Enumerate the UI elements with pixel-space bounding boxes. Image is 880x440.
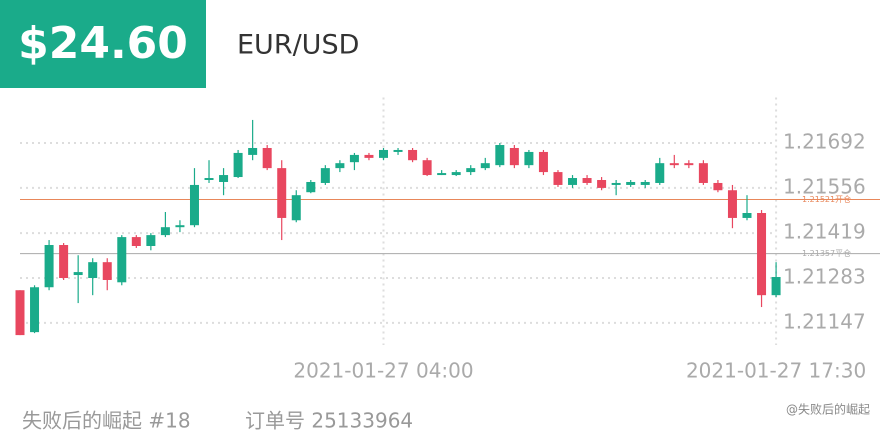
candle-body — [189, 184, 199, 226]
candle-body — [684, 163, 694, 166]
candle-body — [408, 149, 418, 161]
candle-body — [422, 160, 432, 176]
candle-body — [757, 213, 767, 296]
symbol: EUR/USD — [237, 30, 359, 61]
candle-body — [582, 178, 592, 183]
plot: 1.21147 1.21283 1.21419 1.21556 1.21692 2021-… — [15, 97, 880, 383]
y-tick-label: 1.21556 — [783, 174, 866, 198]
candle-body — [146, 235, 156, 246]
candle-body — [771, 277, 781, 296]
candle-body — [59, 245, 69, 279]
candle-body — [524, 151, 534, 166]
candle-body — [175, 225, 185, 228]
y-tick-label: 1.21147 — [783, 309, 866, 333]
account: 失败后的崛起 #18 — [22, 409, 191, 433]
price: $24.60 — [18, 18, 188, 69]
candle-body — [553, 172, 563, 185]
candle-body — [335, 163, 345, 169]
candle-body — [219, 175, 229, 182]
candle-body — [640, 181, 650, 185]
candle-body — [306, 181, 316, 193]
candle-body — [568, 178, 578, 185]
order-number: 订单号 25133964 — [245, 409, 413, 433]
y-tick-label: 1.21283 — [783, 265, 866, 289]
candle-body — [291, 195, 301, 221]
candle-body — [73, 272, 83, 276]
candle-body — [277, 168, 287, 218]
candle-body — [233, 152, 243, 178]
candle-body — [611, 182, 621, 185]
price-badge — [0, 0, 206, 88]
candle-body — [349, 154, 359, 163]
candle-body — [88, 262, 98, 279]
candle-body — [379, 149, 388, 158]
candle-body — [509, 147, 519, 166]
candle-body — [713, 182, 723, 191]
candle-body — [698, 163, 708, 183]
y-tick-label: 1.21692 — [783, 130, 866, 154]
candle-body — [364, 154, 374, 158]
x-tick-label: 2021-01-27 04:00 — [293, 359, 473, 383]
reference-label: 1.21521开仓 — [802, 194, 851, 204]
candle-body — [131, 237, 141, 246]
candle-body — [626, 181, 636, 185]
candle-body — [15, 290, 25, 336]
watermark: @失败后的崛起 — [786, 402, 870, 417]
candle-body — [451, 172, 461, 176]
candle-body — [262, 147, 272, 169]
candle-body — [597, 180, 607, 188]
candle-body — [117, 237, 127, 283]
candle-body — [466, 168, 476, 173]
y-tick-label: 1.21419 — [783, 220, 866, 244]
candle-body — [538, 151, 548, 173]
candle-body — [655, 163, 665, 183]
candle-body — [160, 227, 170, 236]
candle-body — [727, 190, 737, 218]
candle-body — [30, 287, 40, 333]
candle-body — [495, 145, 505, 166]
candle-body — [248, 147, 258, 155]
reference-label: 1.21357平仓 — [802, 248, 851, 258]
candle-body — [669, 163, 679, 166]
candle-body — [102, 262, 112, 280]
candle-body — [320, 168, 330, 183]
candle-body — [393, 149, 403, 152]
candle-body — [204, 178, 214, 180]
x-tick-label: 2021-01-27 17:30 — [686, 359, 866, 383]
candle-body — [437, 173, 447, 176]
candle-body — [480, 163, 490, 169]
candle-body — [742, 213, 752, 218]
candle-body — [44, 245, 54, 288]
